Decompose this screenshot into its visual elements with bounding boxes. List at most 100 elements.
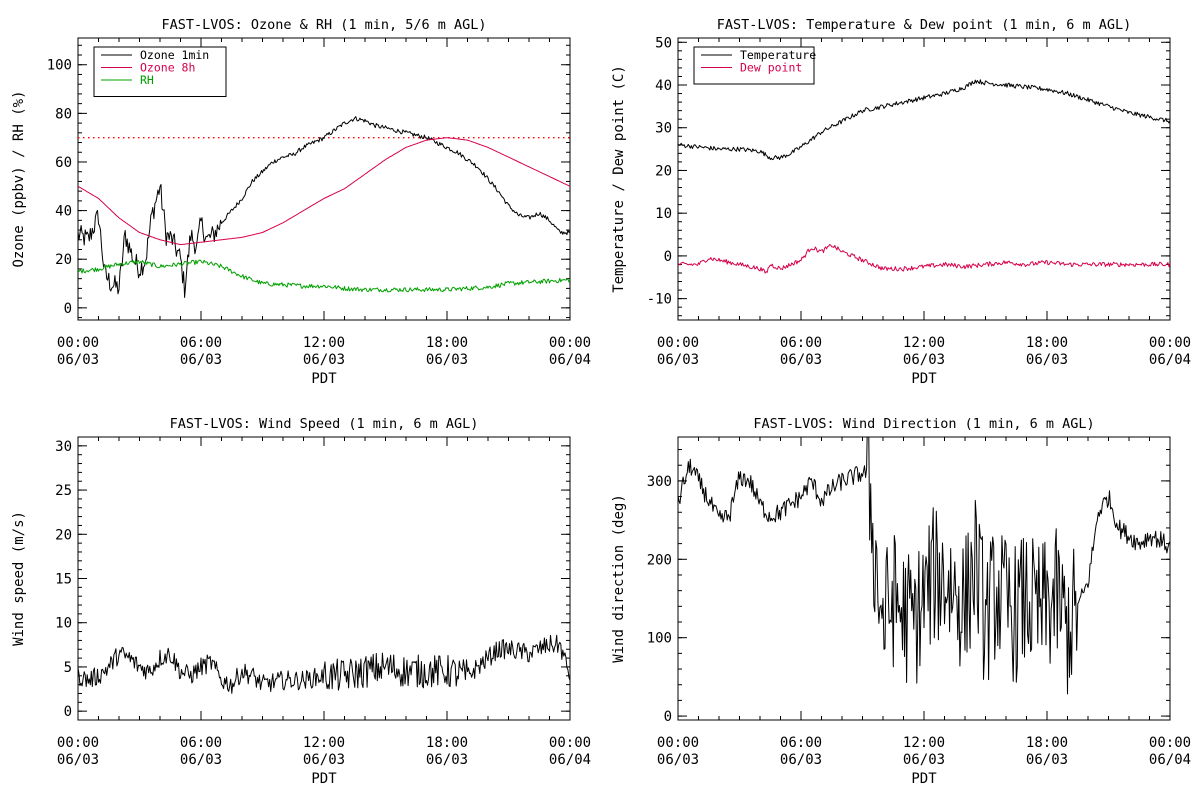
panel-ozone: FAST-LVOS: Ozone & RH (1 min, 5/6 m AGL)… bbox=[11, 17, 591, 387]
x-tick-label-date: 06/03 bbox=[57, 352, 99, 368]
panel-temperature: FAST-LVOS: Temperature & Dew point (1 mi… bbox=[611, 17, 1191, 387]
y-tick-label: 100 bbox=[647, 631, 672, 647]
x-axis-label: PDT bbox=[311, 771, 337, 787]
series-group bbox=[78, 634, 570, 694]
legend-label: Ozone 8h bbox=[140, 61, 195, 75]
y-tick-label: 20 bbox=[655, 163, 672, 179]
x-tick-label-date: 06/03 bbox=[426, 752, 468, 768]
x-tick-label-date: 06/03 bbox=[303, 752, 345, 768]
x-tick-label-time: 06:00 bbox=[180, 735, 222, 751]
x-tick-label-date: 06/03 bbox=[780, 352, 822, 368]
x-tick-label-time: 18:00 bbox=[1026, 735, 1068, 751]
y-tick-label: 20 bbox=[55, 527, 72, 543]
y-tick-label: 0 bbox=[64, 301, 72, 317]
y-tick-label: 15 bbox=[55, 572, 72, 588]
y-tick-label: 0 bbox=[64, 704, 72, 720]
y-tick-label: 20 bbox=[55, 252, 72, 268]
x-tick-label-time: 12:00 bbox=[903, 735, 945, 751]
y-tick-label: 25 bbox=[55, 483, 72, 499]
x-tick-label-date: 06/03 bbox=[426, 352, 468, 368]
x-tick-label-time: 18:00 bbox=[426, 335, 468, 351]
y-tick-label: 50 bbox=[655, 35, 672, 51]
x-tick-label-time: 00:00 bbox=[657, 335, 699, 351]
y-tick-label: 300 bbox=[647, 474, 672, 490]
series-line-rh bbox=[78, 259, 570, 293]
series-group bbox=[678, 437, 1170, 695]
y-tick-label: 5 bbox=[64, 660, 72, 676]
x-tick-label-date: 06/03 bbox=[1026, 752, 1068, 768]
y-tick-label: 40 bbox=[55, 204, 72, 220]
y-tick-label: 30 bbox=[655, 121, 672, 137]
legend-label: Ozone 1min bbox=[140, 48, 209, 62]
series-line-winddir bbox=[678, 437, 1170, 695]
y-tick-label: 10 bbox=[655, 206, 672, 222]
x-tick-label-time: 00:00 bbox=[57, 735, 99, 751]
chart-title: FAST-LVOS: Ozone & RH (1 min, 5/6 m AGL) bbox=[161, 17, 486, 33]
x-tick-label-time: 06:00 bbox=[780, 735, 822, 751]
x-tick-label-time: 00:00 bbox=[1149, 335, 1191, 351]
y-tick-label: 0 bbox=[664, 249, 672, 265]
legend-label: Temperature bbox=[740, 48, 816, 62]
x-tick-label-date: 06/03 bbox=[657, 752, 699, 768]
x-tick-label-date: 06/03 bbox=[303, 352, 345, 368]
series-line-ozone-1min bbox=[78, 116, 570, 298]
x-tick-label-date: 06/03 bbox=[180, 752, 222, 768]
y-axis-label: Wind speed (m/s) bbox=[11, 511, 27, 646]
y-axis-label: Ozone (ppbv) / RH (%) bbox=[11, 90, 27, 267]
series-group bbox=[678, 79, 1170, 274]
x-tick-label-time: 00:00 bbox=[657, 735, 699, 751]
x-tick-label-date: 06/03 bbox=[657, 352, 699, 368]
y-tick-label: 200 bbox=[647, 552, 672, 568]
x-axis-label: PDT bbox=[911, 771, 937, 787]
x-axis-label: PDT bbox=[311, 371, 337, 387]
x-tick-label-time: 00:00 bbox=[1149, 735, 1191, 751]
y-tick-label: 40 bbox=[655, 78, 672, 94]
x-tick-label-date: 06/04 bbox=[549, 752, 591, 768]
y-axis-label: Wind direction (deg) bbox=[611, 494, 627, 663]
series-line-temperature bbox=[678, 79, 1170, 161]
x-tick-label-date: 06/03 bbox=[1026, 352, 1068, 368]
x-tick-label-time: 00:00 bbox=[549, 735, 591, 751]
x-tick-label-date: 06/04 bbox=[549, 352, 591, 368]
x-tick-label-time: 12:00 bbox=[903, 335, 945, 351]
legend-box bbox=[693, 46, 815, 85]
legend-box bbox=[93, 46, 227, 97]
x-tick-label-date: 06/03 bbox=[903, 352, 945, 368]
y-tick-label: 100 bbox=[47, 58, 72, 74]
x-tick-label-time: 18:00 bbox=[1026, 335, 1068, 351]
x-tick-label-date: 06/04 bbox=[1149, 752, 1191, 768]
y-tick-label: 10 bbox=[55, 616, 72, 632]
y-tick-label: 0 bbox=[664, 709, 672, 725]
series-line-dew-point bbox=[678, 244, 1170, 274]
panel-winddir: FAST-LVOS: Wind Direction (1 min, 6 m AG… bbox=[611, 416, 1191, 787]
x-tick-label-time: 00:00 bbox=[57, 335, 99, 351]
x-axis-label: PDT bbox=[911, 371, 937, 387]
y-axis-label: Temperature / Dew point (C) bbox=[611, 65, 627, 293]
chart-title: FAST-LVOS: Wind Direction (1 min, 6 m AG… bbox=[753, 416, 1094, 432]
x-tick-label-date: 06/03 bbox=[57, 752, 99, 768]
legend-label: RH bbox=[140, 73, 154, 87]
chart-title: FAST-LVOS: Wind Speed (1 min, 6 m AGL) bbox=[170, 416, 479, 432]
series-group bbox=[78, 116, 570, 298]
x-tick-label-date: 06/03 bbox=[903, 752, 945, 768]
y-tick-label: 60 bbox=[55, 155, 72, 171]
panel-windspeed: FAST-LVOS: Wind Speed (1 min, 6 m AGL) Wi… bbox=[11, 416, 591, 787]
x-tick-label-time: 12:00 bbox=[303, 735, 345, 751]
x-tick-label-date: 06/04 bbox=[1149, 352, 1191, 368]
x-tick-label-date: 06/03 bbox=[180, 352, 222, 368]
legend-label: Dew point bbox=[740, 61, 802, 75]
series-line-ozone-8h bbox=[78, 137, 570, 246]
x-tick-label-date: 06/03 bbox=[780, 752, 822, 768]
y-tick-label: 80 bbox=[55, 106, 72, 122]
chart-title: FAST-LVOS: Temperature & Dew point (1 mi… bbox=[717, 17, 1132, 33]
y-tick-label: -10 bbox=[647, 292, 672, 308]
x-tick-label-time: 06:00 bbox=[780, 335, 822, 351]
y-tick-label: 30 bbox=[55, 439, 72, 455]
series-line-windspeed bbox=[78, 634, 570, 694]
x-tick-label-time: 12:00 bbox=[303, 335, 345, 351]
x-tick-label-time: 00:00 bbox=[549, 335, 591, 351]
x-tick-label-time: 06:00 bbox=[180, 335, 222, 351]
